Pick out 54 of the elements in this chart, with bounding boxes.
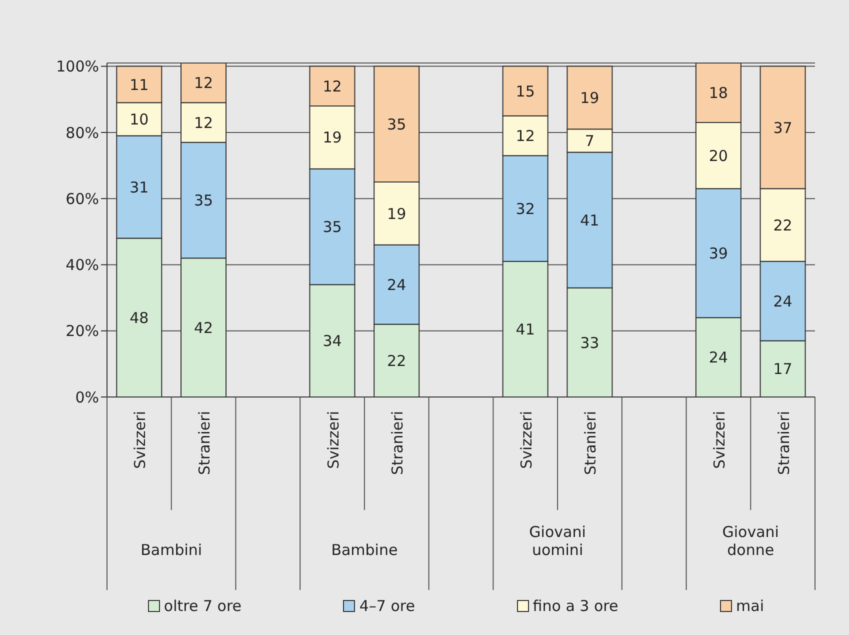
data-label: 22 [773, 216, 792, 234]
data-label: 24 [708, 348, 728, 367]
y-tick-label: 100% [56, 58, 99, 76]
legend-label: mai [736, 597, 764, 615]
data-label: 31 [130, 178, 149, 196]
data-label: 19 [322, 128, 342, 147]
data-label: 41 [580, 211, 600, 230]
x-tick-label: Svizzeri [710, 411, 728, 469]
legend-label: 4–7 ore [359, 597, 415, 615]
data-label: 7 [584, 132, 594, 150]
text: Bambini [140, 541, 202, 559]
y-tick-label: 40% [66, 256, 99, 274]
x-tick-label: Svizzeri [517, 411, 536, 469]
x-tick-label: Svizzeri [324, 411, 342, 469]
data-label: 33 [580, 334, 600, 352]
data-label: 22 [387, 352, 406, 370]
data-label: 39 [708, 244, 728, 262]
data-label: 35 [387, 116, 406, 134]
data-label: 18 [708, 84, 728, 102]
y-tick-label: 20% [66, 322, 99, 340]
data-label: 35 [194, 192, 214, 210]
y-tick-label: 80% [66, 124, 99, 142]
data-label: 34 [322, 332, 342, 350]
x-tick-label: Stranieri [774, 411, 793, 475]
data-label: 12 [516, 127, 535, 146]
data-label: 24 [387, 276, 406, 294]
x-tick-label: Stranieri [196, 411, 214, 475]
data-label: 42 [194, 318, 214, 337]
data-label: 20 [708, 146, 728, 165]
x-tick-label: Svizzeri [131, 411, 150, 469]
legend-label: fino a 3 ore [532, 597, 618, 615]
x-tick-label: Stranieri [388, 411, 407, 475]
data-label: 19 [387, 204, 406, 223]
text: Bambine [331, 541, 398, 559]
text: Giovani donne [722, 523, 779, 559]
legend-label: oltre 7 ore [164, 597, 242, 615]
data-label: 48 [130, 308, 149, 327]
data-label: 11 [130, 76, 149, 94]
text: Giovani uomini [529, 523, 586, 559]
data-label: 10 [130, 110, 149, 129]
x-tick-label: Stranieri [582, 411, 600, 475]
data-label: 32 [516, 200, 535, 218]
data-label: 12 [194, 74, 214, 92]
data-label: 17 [773, 360, 792, 378]
y-tick-label: 60% [66, 190, 99, 208]
data-label: 41 [516, 320, 535, 339]
data-label: 24 [773, 292, 792, 310]
data-label: 15 [516, 82, 535, 100]
data-label: 35 [322, 218, 342, 236]
y-tick-label: 0% [75, 388, 99, 406]
data-label: 19 [580, 89, 600, 108]
data-label: 12 [322, 77, 342, 96]
data-label: 37 [773, 118, 792, 137]
data-label: 12 [194, 114, 214, 132]
